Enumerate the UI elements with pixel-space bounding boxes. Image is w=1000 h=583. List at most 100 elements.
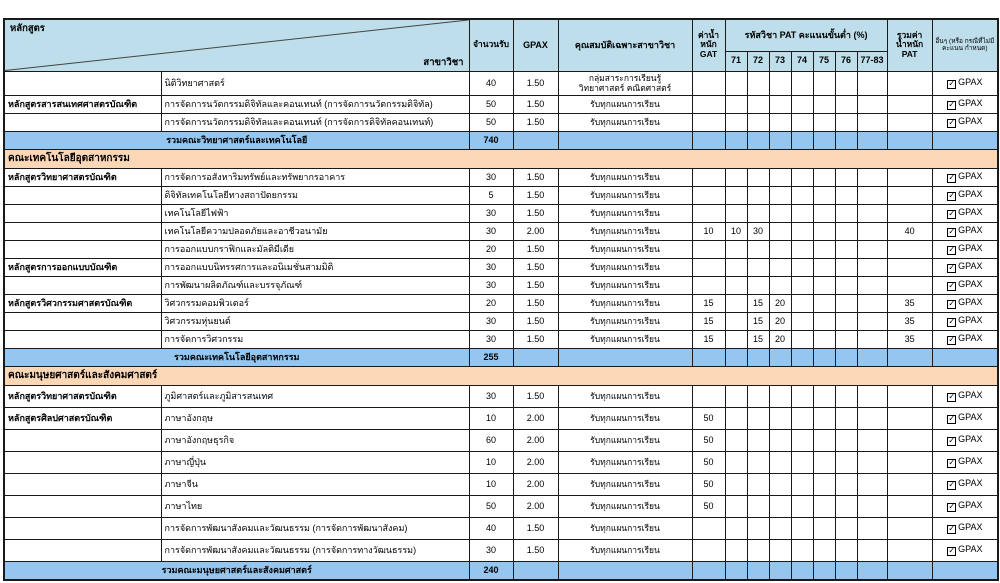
pat-75-cell (812, 538, 836, 562)
pat-71-cell (724, 516, 748, 540)
gpax-cell-value: 2.00 (512, 221, 559, 241)
qualification-cell: รับทุกแผนการเรียน (557, 450, 693, 474)
pat-73-cell: 20 (768, 311, 792, 331)
pat-72-cell (746, 450, 770, 474)
gat-weight-cell (691, 112, 726, 132)
pat-71-cell (724, 203, 748, 223)
program-name-cell (3, 112, 162, 132)
pat-71-cell (724, 329, 748, 349)
program-row: หลักสูตรวิทยาศาสตรบัณฑิต ภูมิศาสตร์และภูม… (3, 384, 999, 408)
table-body: นิติวิทยาศาสตร์ 40 1.50 กลุ่มสาระการเรียนรู… (3, 70, 999, 581)
gpax-check-label: GPAX (958, 522, 983, 533)
pat-71-cell (724, 450, 748, 474)
col-header-pat-group: รหัสวิชา PAT คะแนนขั้นต่ำ (%) (724, 18, 888, 52)
gpax-cell-value: 1.50 (512, 329, 559, 349)
gat-weight-cell: 50 (691, 472, 726, 496)
gpax-checkbox-icon: ✓ (947, 245, 957, 256)
pat-74-cell (790, 203, 814, 223)
gpax-check-cell: ✓ GPAX (931, 329, 999, 349)
program-name-cell (3, 185, 162, 205)
gpax-cell-value: 2.00 (512, 406, 559, 430)
pat-total-cell (886, 70, 933, 96)
field-name-cell: วิศวกรรมหุ่นยนต์ (160, 311, 470, 331)
pat-total-cell (886, 239, 933, 259)
pat-total-cell (886, 167, 933, 187)
pat-73-cell (768, 384, 792, 408)
pat-75-cell (812, 384, 836, 408)
gpax-cell-value: 1.50 (512, 112, 559, 132)
pat-75-cell (812, 494, 836, 518)
seats-cell: 40 (468, 516, 514, 540)
pat-total-cell (886, 257, 933, 277)
gpax-checkbox-icon: ✓ (947, 118, 957, 129)
pat-73-cell (768, 167, 792, 187)
pat-77-83-cell (856, 70, 888, 96)
pat-75-cell (812, 185, 836, 205)
gpax-checkbox-icon: ✓ (947, 524, 957, 535)
pat-73-cell (768, 239, 792, 259)
pat-73-cell (768, 203, 792, 223)
gpax-check-cell: ✓ GPAX (931, 112, 999, 132)
pat-74-cell (790, 112, 814, 132)
pat-74-cell (790, 185, 814, 205)
pat-76-cell (834, 275, 858, 295)
seats-cell: 50 (468, 94, 514, 114)
summary-empty-cell (768, 347, 792, 367)
summary-empty-cell (856, 560, 888, 581)
pat-76-cell (834, 329, 858, 349)
seats-cell: 30 (468, 384, 514, 408)
pat-73-cell: 20 (768, 293, 792, 313)
gpax-cell-value: 1.50 (512, 203, 559, 223)
gat-weight-cell: 50 (691, 428, 726, 452)
pat-total-cell (886, 94, 933, 114)
pat-75-cell (812, 70, 836, 96)
faculty-section-label: คณะเทคโนโลยีอุตสาหกรรม (3, 148, 999, 169)
col-header-pat-76: 76 (834, 50, 858, 72)
qualification-cell: รับทุกแผนการเรียน (557, 329, 693, 349)
pat-76-cell (834, 450, 858, 474)
program-row: การพัฒนาผลิตภัณฑ์และบรรจุภัณฑ์ 30 1.50 รับท… (3, 275, 999, 295)
col-header-seats: จำนวนรับ (468, 18, 514, 72)
pat-74-cell (790, 428, 814, 452)
table-header: หลักสูตร สาขาวิชา จำนวนรับ GPAX คุณสมบัต… (3, 18, 999, 72)
gpax-check-cell: ✓ GPAX (931, 257, 999, 277)
pat-71-cell (724, 494, 748, 518)
pat-75-cell (812, 112, 836, 132)
seats-cell: 50 (468, 494, 514, 518)
faculty-summary-label: รวมคณะมนุษยศาสตร์และสังคมศาสตร์ (3, 560, 470, 581)
program-row: วิศวกรรมหุ่นยนต์ 30 1.50 รับทุกแผนการเรียน 1… (3, 311, 999, 331)
pat-77-83-cell (856, 329, 888, 349)
pat-77-83-cell (856, 538, 888, 562)
gpax-check-label: GPAX (958, 412, 983, 423)
summary-empty-cell (691, 130, 726, 150)
pat-total-cell (886, 494, 933, 518)
pat-71-cell (724, 112, 748, 132)
program-name-cell (3, 275, 162, 295)
program-name-cell (3, 329, 162, 349)
gpax-checkbox-icon: ✓ (947, 480, 957, 491)
qualification-cell: รับทุกแผนการเรียน (557, 239, 693, 259)
gpax-check-label: GPAX (958, 279, 983, 290)
program-name-cell (3, 311, 162, 331)
col-header-gpax: GPAX (512, 18, 559, 72)
col-header-pat-71: 71 (724, 50, 748, 72)
gat-weight-cell (691, 516, 726, 540)
program-name-cell: หลักสูตรการออกแบบบัณฑิต (3, 257, 162, 277)
field-name-cell: ภูมิศาสตร์และภูมิสารสนเทศ (160, 384, 470, 408)
gat-weight-cell (691, 70, 726, 96)
pat-71-cell (724, 185, 748, 205)
pat-77-83-cell (856, 167, 888, 187)
gpax-checkbox-icon: ✓ (947, 173, 957, 184)
pat-76-cell (834, 428, 858, 452)
pat-73-cell (768, 275, 792, 295)
col-header-pat-75: 75 (812, 50, 836, 72)
gpax-checkbox-icon: ✓ (947, 281, 957, 292)
program-row: หลักสูตรวิศวกรรมศาสตรบัณฑิต วิศวกรรมคอมพิ… (3, 293, 999, 313)
pat-77-83-cell (856, 94, 888, 114)
gpax-checkbox-icon: ✓ (947, 227, 957, 238)
field-name-cell: เทคโนโลยีความปลอดภัยและอาชีวอนามัย (160, 221, 470, 241)
summary-empty-cell (931, 560, 999, 581)
summary-empty-cell (886, 560, 933, 581)
faculty-summary-row: รวมคณะเทคโนโลยีอุตสาหกรรม 255 (3, 347, 999, 367)
summary-empty-cell (724, 130, 748, 150)
